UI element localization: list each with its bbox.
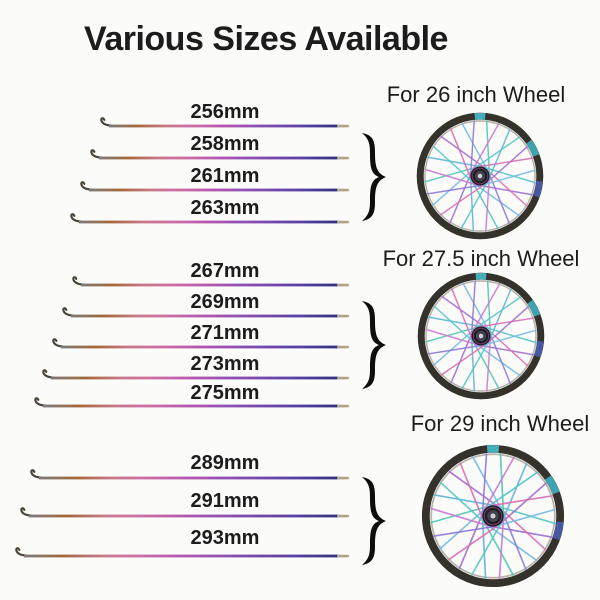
wheel-spokes (430, 453, 556, 579)
spoke-size-label: 256mm (190, 101, 260, 123)
spoke-image-289mm (30, 469, 349, 480)
wheel-heading-275: For 27.5 inch Wheel (382, 246, 580, 271)
spoke-size-label: 293mm (190, 527, 260, 549)
spoke-size-label: 263mm (190, 197, 260, 219)
spoke-size-label: 269mm (190, 291, 260, 313)
spoke-size-label: 275mm (190, 382, 260, 404)
spoke-size-label: 261mm (190, 165, 260, 187)
spoke-image-256mm (100, 117, 349, 128)
spoke-image-271mm (52, 338, 349, 349)
spoke-image-261mm (80, 181, 349, 192)
wheel-spokes (425, 280, 537, 392)
spoke-size-label: 271mm (190, 322, 260, 344)
bicycle-wheel-29-image (421, 444, 565, 588)
spoke-size-label: 267mm (190, 260, 260, 282)
brace-icon (362, 301, 386, 389)
spoke-image-269mm (62, 307, 349, 318)
page-title: Various Sizes Available (84, 20, 448, 58)
wheel-heading-26: For 26 inch Wheel (386, 82, 566, 107)
spoke-size-label: 258mm (190, 133, 260, 155)
wheel-spokes (424, 120, 536, 232)
spoke-image-263mm (70, 213, 349, 224)
spoke-image-291mm (20, 507, 349, 518)
bicycle-wheel-275-image (417, 272, 545, 400)
spoke-image-267mm (72, 276, 349, 287)
bicycle-wheel-26-image (416, 112, 544, 240)
spoke-image-273mm (42, 369, 349, 380)
brace-icon (362, 133, 386, 221)
spoke-size-label: 291mm (190, 490, 260, 512)
brace-icon (362, 477, 386, 565)
spoke-size-label: 289mm (190, 452, 260, 474)
spoke-image-258mm (90, 149, 349, 160)
spoke-size-label: 273mm (190, 353, 260, 375)
spoke-image-275mm (34, 397, 349, 408)
wheel-heading-29: For 29 inch Wheel (410, 411, 590, 436)
spoke-image-293mm (15, 547, 349, 558)
